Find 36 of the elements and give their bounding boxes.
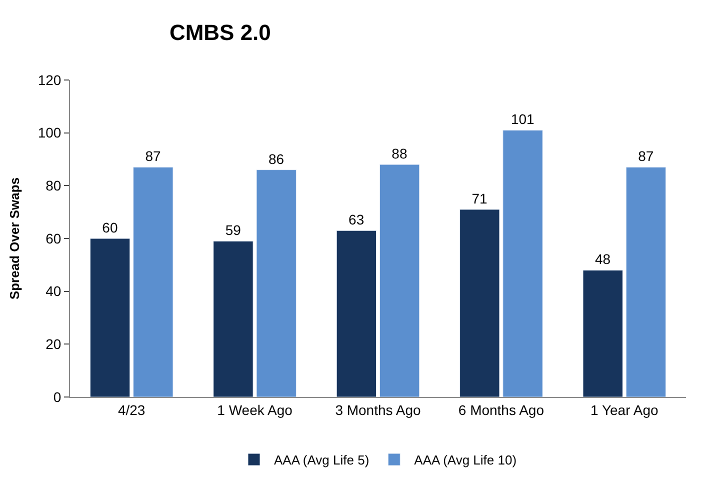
data-label: 86 xyxy=(268,150,284,167)
x-tick-label: 6 Months Ago xyxy=(458,402,544,418)
chart-title: CMBS 2.0 xyxy=(169,20,271,45)
bar xyxy=(256,170,296,397)
legend-label: AAA (Avg Life 10) xyxy=(414,452,517,468)
y-tick-label: 0 xyxy=(53,388,62,405)
bar xyxy=(213,240,254,397)
y-tick-label: 40 xyxy=(46,283,62,300)
y-tick-label: 20 xyxy=(46,336,62,352)
y-tick-label: 120 xyxy=(38,72,62,88)
x-tick-label: 1 Week Ago xyxy=(217,402,293,418)
y-tick-label: 60 xyxy=(46,230,62,246)
data-label: 71 xyxy=(472,190,488,206)
bar xyxy=(460,209,500,397)
bar xyxy=(379,164,420,397)
bar xyxy=(90,238,130,397)
data-label: 87 xyxy=(145,148,162,164)
bar xyxy=(133,166,174,397)
legend-label: AAA (Avg Life 5) xyxy=(274,452,370,468)
data-label: 101 xyxy=(510,111,535,128)
bar xyxy=(582,270,623,397)
bar xyxy=(336,230,377,397)
data-label: 63 xyxy=(348,212,364,228)
bar xyxy=(626,166,666,397)
bar xyxy=(502,130,543,397)
y-tick-label: 80 xyxy=(46,178,62,194)
y-axis-title: Spread Over Swaps xyxy=(6,177,22,300)
data-label: 87 xyxy=(638,148,654,164)
data-label: 48 xyxy=(594,251,611,268)
data-label: 88 xyxy=(392,146,408,162)
data-label: 59 xyxy=(225,222,242,238)
y-tick-label: 100 xyxy=(38,124,62,141)
x-tick-label: 3 Months Ago xyxy=(335,402,422,418)
data-label: 60 xyxy=(102,220,118,236)
x-tick-label: 1 Year Ago xyxy=(590,402,658,418)
x-tick-label: 4/23 xyxy=(118,402,146,418)
